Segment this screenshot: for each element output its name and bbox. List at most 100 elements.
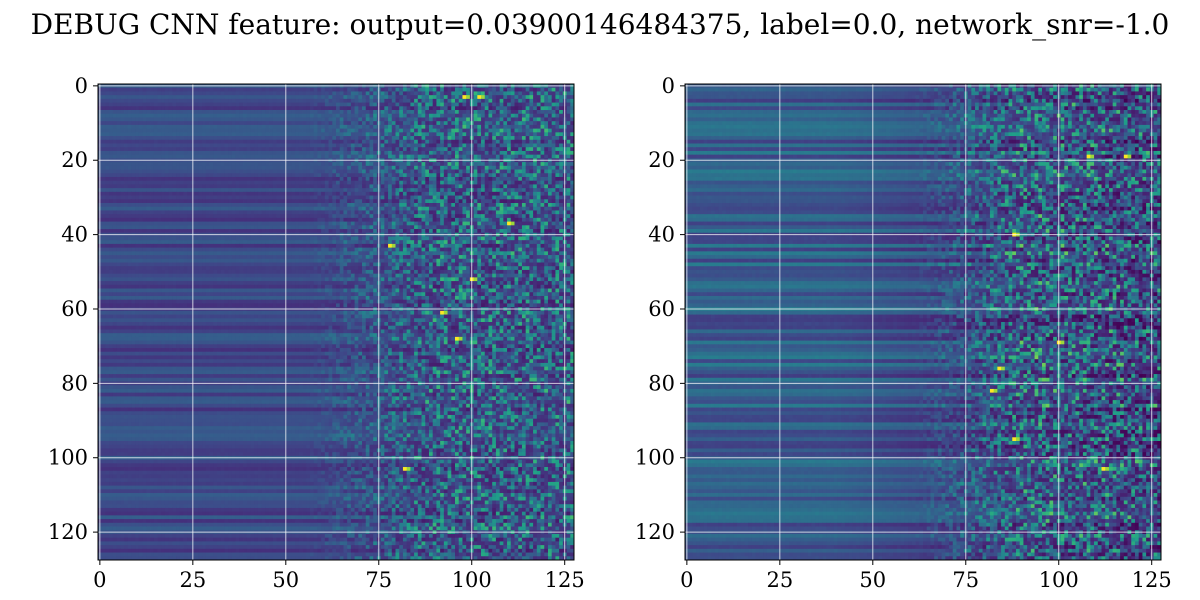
heatmap-cell: [526, 106, 530, 110]
heatmap-cell: [358, 103, 362, 107]
heatmap-cell: [295, 210, 299, 214]
heatmap-cell: [105, 177, 109, 181]
heatmap-cell: [407, 177, 411, 181]
heatmap-cell: [224, 140, 228, 144]
heatmap-cell: [247, 214, 251, 218]
heatmap-cell: [552, 199, 556, 203]
heatmap-cell: [172, 103, 176, 107]
heatmap-cell: [537, 184, 541, 188]
heatmap-cell: [172, 188, 176, 192]
heatmap-cell: [422, 162, 426, 166]
heatmap-cell: [184, 114, 188, 118]
heatmap-cell: [243, 173, 247, 177]
heatmap-cell: [440, 103, 444, 107]
heatmap-cell: [310, 103, 314, 107]
heatmap-cell: [195, 155, 199, 159]
heatmap-cell: [321, 177, 325, 181]
heatmap-cell: [206, 140, 210, 144]
heatmap-cell: [362, 132, 366, 136]
heatmap-cell: [474, 170, 478, 174]
heatmap-cell: [195, 192, 199, 196]
heatmap-cell: [474, 192, 478, 196]
heatmap-cell: [388, 210, 392, 214]
heatmap-cell: [526, 184, 530, 188]
heatmap-cell: [455, 110, 459, 114]
heatmap-cell: [236, 129, 240, 133]
heatmap-cell: [541, 218, 545, 222]
heatmap-cell: [224, 147, 228, 151]
heatmap-cell: [277, 99, 281, 103]
heatmap-cell: [429, 117, 433, 121]
heatmap-cell: [548, 177, 552, 181]
heatmap-cell: [135, 177, 139, 181]
heatmap-cell: [369, 114, 373, 118]
heatmap-cell: [496, 114, 500, 118]
heatmap-cell: [503, 173, 507, 177]
heatmap-cell: [548, 207, 552, 211]
heatmap-cell: [236, 114, 240, 118]
heatmap-cell: [176, 162, 180, 166]
heatmap-cell: [325, 214, 329, 218]
heatmap-cell: [321, 117, 325, 121]
heatmap-cell: [410, 129, 414, 133]
heatmap-cell: [232, 117, 236, 121]
heatmap-cell: [544, 181, 548, 185]
heatmap-cell: [567, 166, 571, 170]
heatmap-cell: [262, 188, 266, 192]
heatmap-cell: [511, 151, 515, 155]
heatmap-cell: [165, 125, 169, 129]
heatmap-cell: [269, 95, 273, 99]
heatmap-cell: [176, 125, 180, 129]
heatmap-cell: [291, 177, 295, 181]
heatmap-cell: [161, 125, 165, 129]
heatmap-cell: [433, 214, 437, 218]
heatmap-cell: [154, 210, 158, 214]
heatmap-cell: [280, 192, 284, 196]
heatmap-cell: [355, 166, 359, 170]
heatmap-cell: [396, 117, 400, 121]
heatmap-cell: [154, 147, 158, 151]
heatmap-cell: [150, 181, 154, 185]
heatmap-cell: [544, 162, 548, 166]
heatmap-cell: [410, 95, 414, 99]
heatmap-cell: [206, 203, 210, 207]
heatmap-cell: [462, 173, 466, 177]
heatmap-cell: [295, 106, 299, 110]
heatmap-cell: [325, 192, 329, 196]
heatmap-cell: [515, 177, 519, 181]
heatmap-cell: [399, 117, 403, 121]
heatmap-cell: [347, 136, 351, 140]
heatmap-cell: [105, 151, 109, 155]
heatmap-cell: [455, 147, 459, 151]
heatmap-cell: [384, 136, 388, 140]
heatmap-cell: [336, 136, 340, 140]
heatmap-cell: [507, 103, 511, 107]
heatmap-cell: [146, 151, 150, 155]
heatmap-cell: [158, 199, 162, 203]
heatmap-cell: [273, 155, 277, 159]
heatmap-cell: [239, 196, 243, 200]
heatmap-cell: [392, 184, 396, 188]
heatmap-cell: [131, 129, 135, 133]
heatmap-cell: [559, 218, 563, 222]
heatmap-cell: [236, 222, 240, 226]
heatmap-cell: [310, 214, 314, 218]
heatmap-cell: [224, 196, 228, 200]
heatmap-cell: [161, 177, 165, 181]
heatmap-cell: [102, 166, 106, 170]
heatmap-cell: [113, 95, 117, 99]
heatmap-cell: [258, 151, 262, 155]
heatmap-cell: [247, 203, 251, 207]
heatmap-cell: [526, 114, 530, 118]
heatmap-cell: [541, 114, 545, 118]
heatmap-cell: [217, 162, 221, 166]
heatmap-cell: [254, 125, 258, 129]
heatmap-cell: [418, 110, 422, 114]
heatmap-cell: [485, 144, 489, 148]
heatmap-cell: [262, 147, 266, 151]
heatmap-cell: [362, 110, 366, 114]
heatmap-cell: [187, 214, 191, 218]
heatmap-cell: [336, 129, 340, 133]
heatmap-cell: [243, 129, 247, 133]
heatmap-cell: [392, 91, 396, 95]
